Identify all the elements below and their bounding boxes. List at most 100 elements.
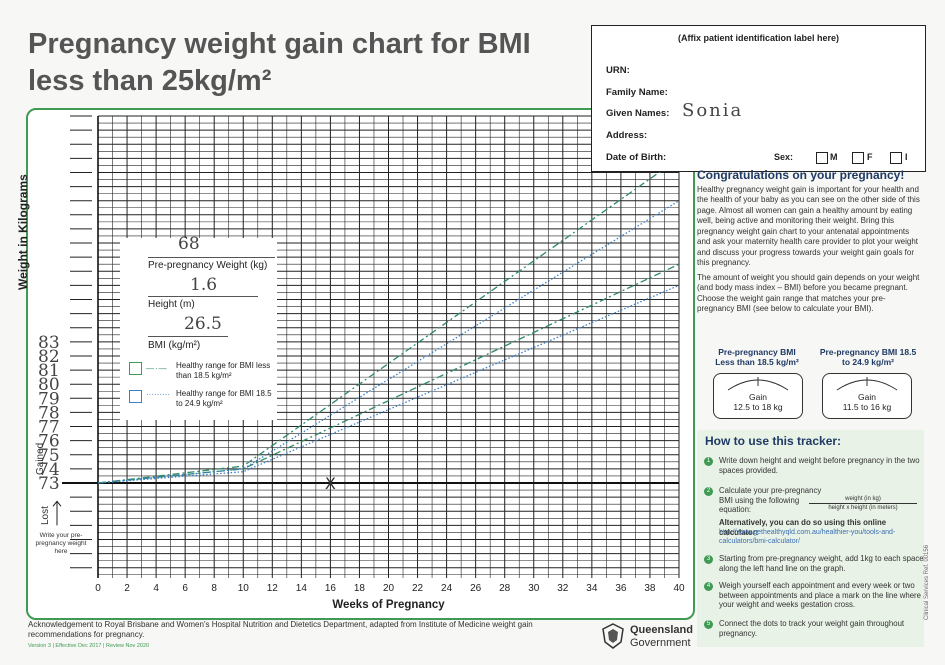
step-3-number: 3 [704, 555, 713, 564]
height-value[interactable]: 1.6 [190, 275, 218, 295]
weight-mark: X [325, 474, 336, 493]
height-label: Height (m) [148, 299, 195, 310]
x-tick-label: 14 [296, 583, 308, 594]
acknowledgement: Acknowledgement to Royal Brisbane and Wo… [28, 620, 533, 639]
qld-line-2: Government [630, 637, 691, 649]
handwritten-kg-label: 74 [38, 460, 60, 480]
x-tick-label: 28 [499, 583, 511, 594]
handwritten-kg-label: 76 [38, 432, 60, 452]
x-tick-label: 38 [644, 583, 656, 594]
x-tick-label: 36 [615, 583, 627, 594]
range1-scale: Gain 12.5 to 18 kg [713, 373, 803, 419]
range2-gain-label: Gain 11.5 to 16 kg [823, 392, 911, 412]
step-3: Starting from pre-pregnancy weight, add … [719, 554, 924, 573]
range1-heading: Pre-pregnancy BMI Less than 18.5 kg/m² [715, 347, 799, 367]
side-reference: Clinical Services Ref. 00156 [924, 544, 930, 620]
step-2-alt: Alternatively, you can do so using this … [719, 518, 887, 537]
patient-label-header: (Affix patient identification label here… [677, 33, 839, 43]
page-title: Pregnancy weight gain chart for BMI less… [28, 26, 531, 100]
sex-i-checkbox[interactable] [890, 152, 902, 164]
x-axis-title: Weeks of Pregnancy [332, 599, 445, 611]
sex-m-checkbox[interactable] [816, 152, 828, 164]
x-tick-label: 4 [153, 583, 159, 594]
handwritten-kg-label: 82 [38, 347, 60, 367]
step-4-number: 4 [704, 582, 713, 591]
series-line-1 [97, 157, 680, 484]
x-tick-label: 10 [238, 583, 250, 594]
sex-i-label: I [905, 152, 908, 162]
handwritten-kg-label: 79 [38, 389, 60, 409]
step-2-number: 2 [704, 487, 713, 496]
dob-field: Date of Birth: [606, 152, 667, 163]
gained-label: Gained [35, 442, 46, 475]
title-line-1: Pregnancy weight gain chart for BMI [28, 28, 531, 60]
x-tick-label: 12 [267, 583, 279, 594]
handwritten-kg-label: 81 [38, 361, 60, 381]
sex-f-checkbox[interactable] [852, 152, 864, 164]
step-1-number: 1 [704, 457, 713, 466]
legend-line-b: ········· [146, 390, 170, 399]
qld-line-1: Queensland [630, 624, 693, 636]
y-axis-title: Weight in Kilograms [16, 174, 30, 290]
series-line-2 [97, 263, 680, 484]
range1-gain-word: Gain [749, 392, 767, 402]
x-tick-label: 18 [354, 583, 366, 594]
intro-paragraph: Healthy pregnancy weight gain is importa… [697, 184, 920, 268]
x-tick-label: 2 [124, 583, 130, 594]
step-4: Weigh yourself each appointment and ever… [719, 581, 921, 609]
weight-rule [148, 257, 275, 258]
step-5: Connect the dots to track your weight ga… [719, 619, 905, 638]
handwritten-kg-label: 73 [38, 474, 60, 494]
x-tick-label: 22 [412, 583, 424, 594]
bmi-value[interactable]: 26.5 [184, 314, 222, 334]
address-field: Address: [606, 130, 648, 141]
range2-gain-word: Gain [858, 392, 876, 402]
range1-gain-label: Gain 12.5 to 18 kg [714, 392, 802, 412]
sex-label: Sex: [774, 152, 794, 162]
legend-label-b: Healthy range for BMI 18.5 to 24.9 kg/m² [176, 389, 272, 408]
equation-numerator: weight (in kg) [809, 495, 917, 504]
how-to-heading: How to use this tracker: [705, 434, 842, 448]
handwritten-kg-label: 80 [38, 375, 60, 395]
version-info: Version 3 | Effective Dec 2017 | Review … [28, 643, 150, 649]
queensland-government-logo: Queensland Government [600, 622, 693, 652]
weight-label: Pre-pregnancy Weight (kg) [148, 260, 268, 271]
handwritten-kg-label: 83 [38, 333, 60, 353]
given-names-value[interactable]: Sonia [682, 100, 744, 121]
legend-line-a: —·— [146, 364, 168, 373]
x-tick-label: 30 [528, 583, 540, 594]
urn-field: URN: [606, 65, 630, 76]
family-name-field: Family Name: [606, 87, 668, 98]
x-tick-label: 32 [557, 583, 569, 594]
range2-scale: Gain 11.5 to 16 kg [822, 373, 912, 419]
patient-id-label: (Affix patient identification label here… [591, 25, 926, 172]
step-2: Calculate your pre-pregnancy BMI using t… [719, 486, 822, 514]
crest-icon [602, 623, 624, 649]
range2-heading: Pre-pregnancy BMI 18.5 to 24.9 kg/m² [819, 347, 917, 367]
given-names-field: Given Names: [606, 108, 670, 119]
sex-f-label: F [867, 152, 873, 162]
bmi-equation: weight (in kg) height x height (in meter… [809, 495, 917, 512]
range1-gain-value: 12.5 to 18 kg [733, 402, 783, 412]
x-tick-label: 26 [470, 583, 482, 594]
range2-gain-value: 11.5 to 16 kg [842, 402, 892, 412]
x-tick-label: 40 [673, 583, 685, 594]
weight-value[interactable]: 68 [178, 234, 200, 254]
x-tick-label: 16 [325, 583, 337, 594]
how-to-panel: How to use this tracker: 1 Write down he… [697, 430, 924, 647]
x-tick-label: 8 [211, 583, 217, 594]
handwritten-kg-label: 78 [38, 403, 60, 423]
bmi-paragraph: The amount of weight you should gain dep… [697, 272, 920, 314]
height-rule [148, 296, 258, 297]
pre-pregnancy-info-box: 68 Pre-pregnancy Weight (kg) 1.6 Height … [120, 234, 277, 420]
handwritten-kg-label: 77 [38, 418, 60, 438]
lost-label: Lost [40, 506, 51, 525]
lost-arrowhead [52, 500, 62, 507]
x-tick-label: 24 [441, 583, 453, 594]
x-tick-label: 6 [182, 583, 188, 594]
bmi-calculator-link[interactable]: http://www.gethealthyqld.com.au/healthie… [719, 529, 896, 545]
bmi-rule [148, 336, 228, 337]
info-panel: Congratulations on your pregnancy! Healt… [697, 169, 922, 315]
equation-denominator: height x height (in meters) [828, 505, 898, 511]
legend-label-a: Healthy range for BMI less than 18.5 kg/… [176, 361, 271, 380]
